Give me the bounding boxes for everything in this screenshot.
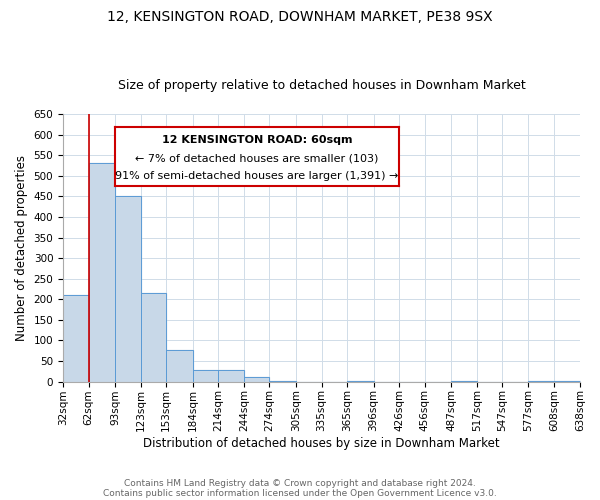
Text: Contains public sector information licensed under the Open Government Licence v3: Contains public sector information licen… [103,488,497,498]
Title: Size of property relative to detached houses in Downham Market: Size of property relative to detached ho… [118,79,526,92]
Text: 12, KENSINGTON ROAD, DOWNHAM MARKET, PE38 9SX: 12, KENSINGTON ROAD, DOWNHAM MARKET, PE3… [107,10,493,24]
X-axis label: Distribution of detached houses by size in Downham Market: Distribution of detached houses by size … [143,437,500,450]
Text: Contains HM Land Registry data © Crown copyright and database right 2024.: Contains HM Land Registry data © Crown c… [124,478,476,488]
Y-axis label: Number of detached properties: Number of detached properties [15,155,28,341]
